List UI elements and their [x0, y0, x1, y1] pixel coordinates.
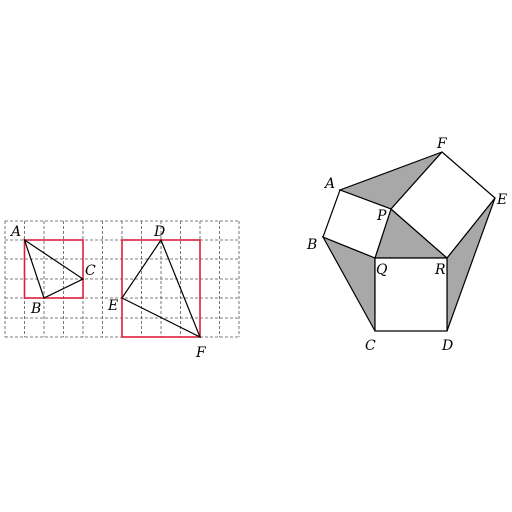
- square-qrdc: [374, 257, 448, 332]
- left-figure: A B C D E F: [4, 220, 240, 361]
- label-right-q: Q: [376, 262, 388, 278]
- label-right-e: E: [496, 192, 507, 208]
- label-right-f: F: [436, 136, 448, 152]
- label-right-d: D: [441, 338, 453, 354]
- triangle-abc: [23, 238, 85, 299]
- label-left-d: D: [153, 224, 165, 240]
- label-right-p: P: [376, 208, 387, 224]
- label-right-a: A: [323, 176, 335, 192]
- square-pfer: [390, 151, 496, 259]
- right-figure: A F E P B Q R C D: [306, 136, 507, 354]
- label-left-f: F: [195, 345, 207, 361]
- label-left-a: A: [9, 224, 21, 240]
- frame-square-abc: [23, 239, 84, 299]
- triangle-def: [121, 238, 202, 339]
- label-right-r: R: [434, 262, 446, 278]
- label-left-b: B: [30, 301, 41, 317]
- label-right-c: C: [365, 338, 376, 354]
- label-left-c: C: [85, 263, 96, 279]
- label-right-b: B: [306, 237, 317, 253]
- label-left-e: E: [107, 298, 118, 314]
